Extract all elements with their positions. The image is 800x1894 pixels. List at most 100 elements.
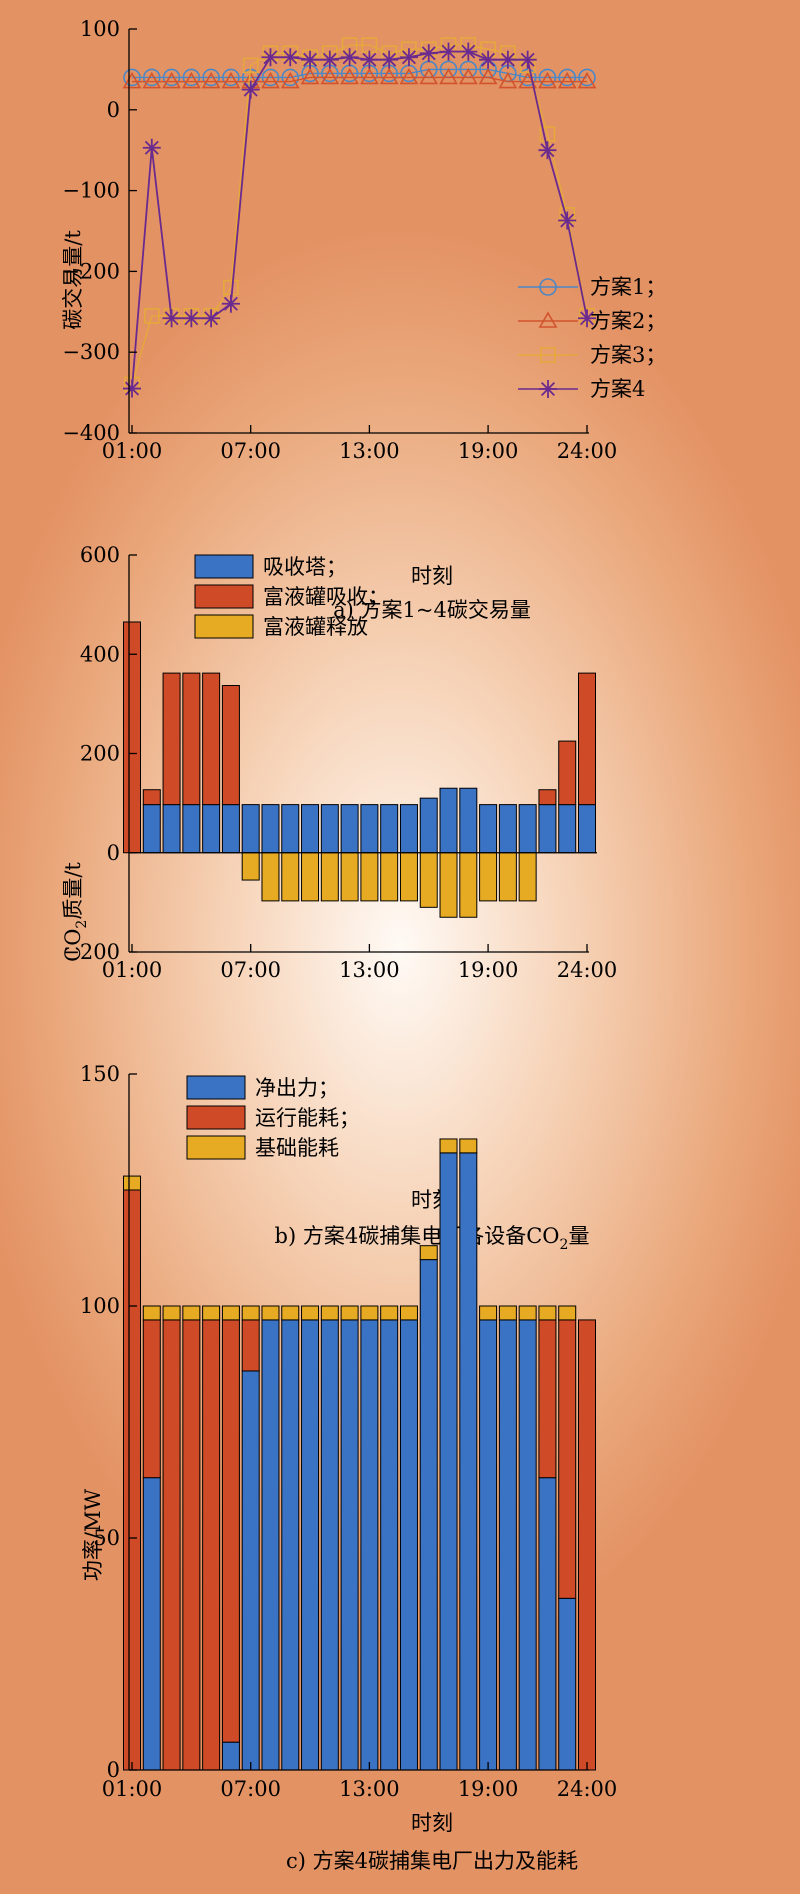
series-1-point (202, 68, 220, 87)
panel-b-caption-tail: 量 (568, 1224, 589, 1248)
series-2-point (439, 67, 458, 85)
series-2-point (458, 67, 478, 85)
bar-segment-1 (261, 1319, 280, 1771)
series-4-point (578, 309, 596, 328)
legend-label: 方案3； (590, 343, 666, 367)
panel-c-ylabel: 功率/MW (81, 1489, 105, 1582)
bar-segment-1 (202, 804, 221, 854)
star-stroke (540, 381, 556, 397)
bar-segment-3 (399, 1305, 418, 1321)
panel-a-legend: 方案1； 方案2； 方案3； 方案4 (518, 275, 666, 401)
bar-segment-1 (419, 797, 438, 854)
series-2-point (379, 67, 399, 85)
series-4-point (221, 294, 240, 313)
star-stroke (184, 311, 199, 326)
star-stroke (382, 52, 397, 67)
series-2-point (557, 71, 577, 89)
panel-c-xlabel: 时刻 (411, 1811, 453, 1835)
bar-segment-3 (518, 852, 537, 902)
series-2-point (577, 71, 597, 89)
x-tick-label: 01:00 (102, 1777, 163, 1801)
x-tick-label: 24:00 (557, 439, 618, 463)
legend-label: 富液罐吸收； (263, 585, 389, 609)
legend-label: 富液罐释放 (263, 615, 368, 639)
series-1-point (182, 68, 201, 87)
bar-segment-3 (241, 1305, 260, 1321)
panel-c-legend: 净出力； 运行能耗； 基础能耗 (186, 1075, 360, 1160)
star-stroke (560, 213, 575, 228)
bar-segment-3 (221, 1305, 240, 1321)
bar-segment-1 (399, 1319, 418, 1771)
legend-swatch (194, 554, 254, 579)
series-1-point (222, 68, 240, 87)
bar-segment-1 (261, 804, 280, 854)
bar-segment-2 (123, 1189, 141, 1771)
bar-segment-3 (439, 1138, 458, 1154)
bar-segment-3 (498, 1305, 517, 1321)
bar-segment-2 (182, 672, 201, 806)
x-tick-label: 19:00 (458, 1777, 519, 1801)
bar-segment-1 (281, 1319, 300, 1771)
series-1-point (578, 68, 596, 87)
bar-segment-3 (439, 852, 458, 918)
series-4-point (419, 44, 438, 63)
bar-segment-2 (241, 1319, 260, 1372)
series-2-point (360, 67, 379, 85)
bar-segment-3 (360, 1305, 379, 1321)
bar-segment-2 (162, 672, 181, 806)
series-4-point (399, 48, 418, 67)
panel-b-caption-sub: 2 (560, 1237, 569, 1253)
legend-label: 净出力； (255, 1076, 339, 1100)
bar-segment-3 (360, 852, 379, 902)
bar-segment-3 (498, 852, 517, 902)
x-tick-label: 07:00 (220, 439, 281, 463)
series-1-point (518, 68, 537, 87)
series-1-point (261, 68, 280, 87)
bar-segment-1 (518, 804, 537, 854)
x-tick-label: 07:00 (220, 958, 281, 982)
series-2-point (142, 71, 162, 89)
bar-segment-2 (142, 1319, 161, 1479)
bar-segment-1 (241, 804, 260, 854)
legend-swatch (186, 1135, 246, 1160)
bar-segment-2 (202, 672, 221, 806)
bar-segment-1 (498, 1319, 517, 1771)
series-2-point (478, 67, 498, 85)
y-tick-label: −200 (62, 940, 120, 964)
legend-label: 方案1； (590, 275, 666, 299)
series-2-point (498, 71, 518, 89)
x-tick-label: 13:00 (339, 439, 400, 463)
y-tick-label: −100 (62, 179, 120, 203)
bar-segment-1 (162, 804, 181, 854)
series-4-point (281, 48, 300, 67)
bar-segment-1 (340, 1319, 359, 1771)
star-stroke (124, 381, 140, 396)
star-stroke (540, 143, 555, 158)
bar-segment-1 (518, 1319, 537, 1771)
bar-segment-3 (380, 1305, 399, 1321)
series-1-point (281, 68, 300, 87)
series-2-point (399, 67, 419, 85)
bar-segment-1 (459, 787, 478, 854)
bar-segment-3 (320, 852, 339, 902)
x-tick-label: 19:00 (458, 439, 519, 463)
series-2-point (280, 71, 300, 89)
legend-swatch (194, 584, 254, 609)
star-stroke (441, 44, 456, 59)
legend-label: 运行能耗； (255, 1106, 360, 1130)
legend-marker (538, 311, 558, 328)
bar-segment-2 (558, 740, 577, 806)
bar-segment-3 (320, 1305, 339, 1321)
legend-swatch (186, 1075, 246, 1100)
panel-c-caption: c) 方案4碳捕集电厂出力及能耗 (286, 1849, 578, 1873)
bar-segment-3 (241, 852, 260, 881)
bar-segment-3 (558, 1305, 577, 1321)
panel-b-legend: 吸收塔； 富液罐吸收； 富液罐释放 (194, 554, 389, 639)
series-3-point (539, 126, 556, 142)
series-line-2 (132, 76, 587, 83)
series-2-point (340, 67, 359, 85)
legend-swatch (186, 1105, 246, 1130)
series-2-point (320, 67, 340, 85)
